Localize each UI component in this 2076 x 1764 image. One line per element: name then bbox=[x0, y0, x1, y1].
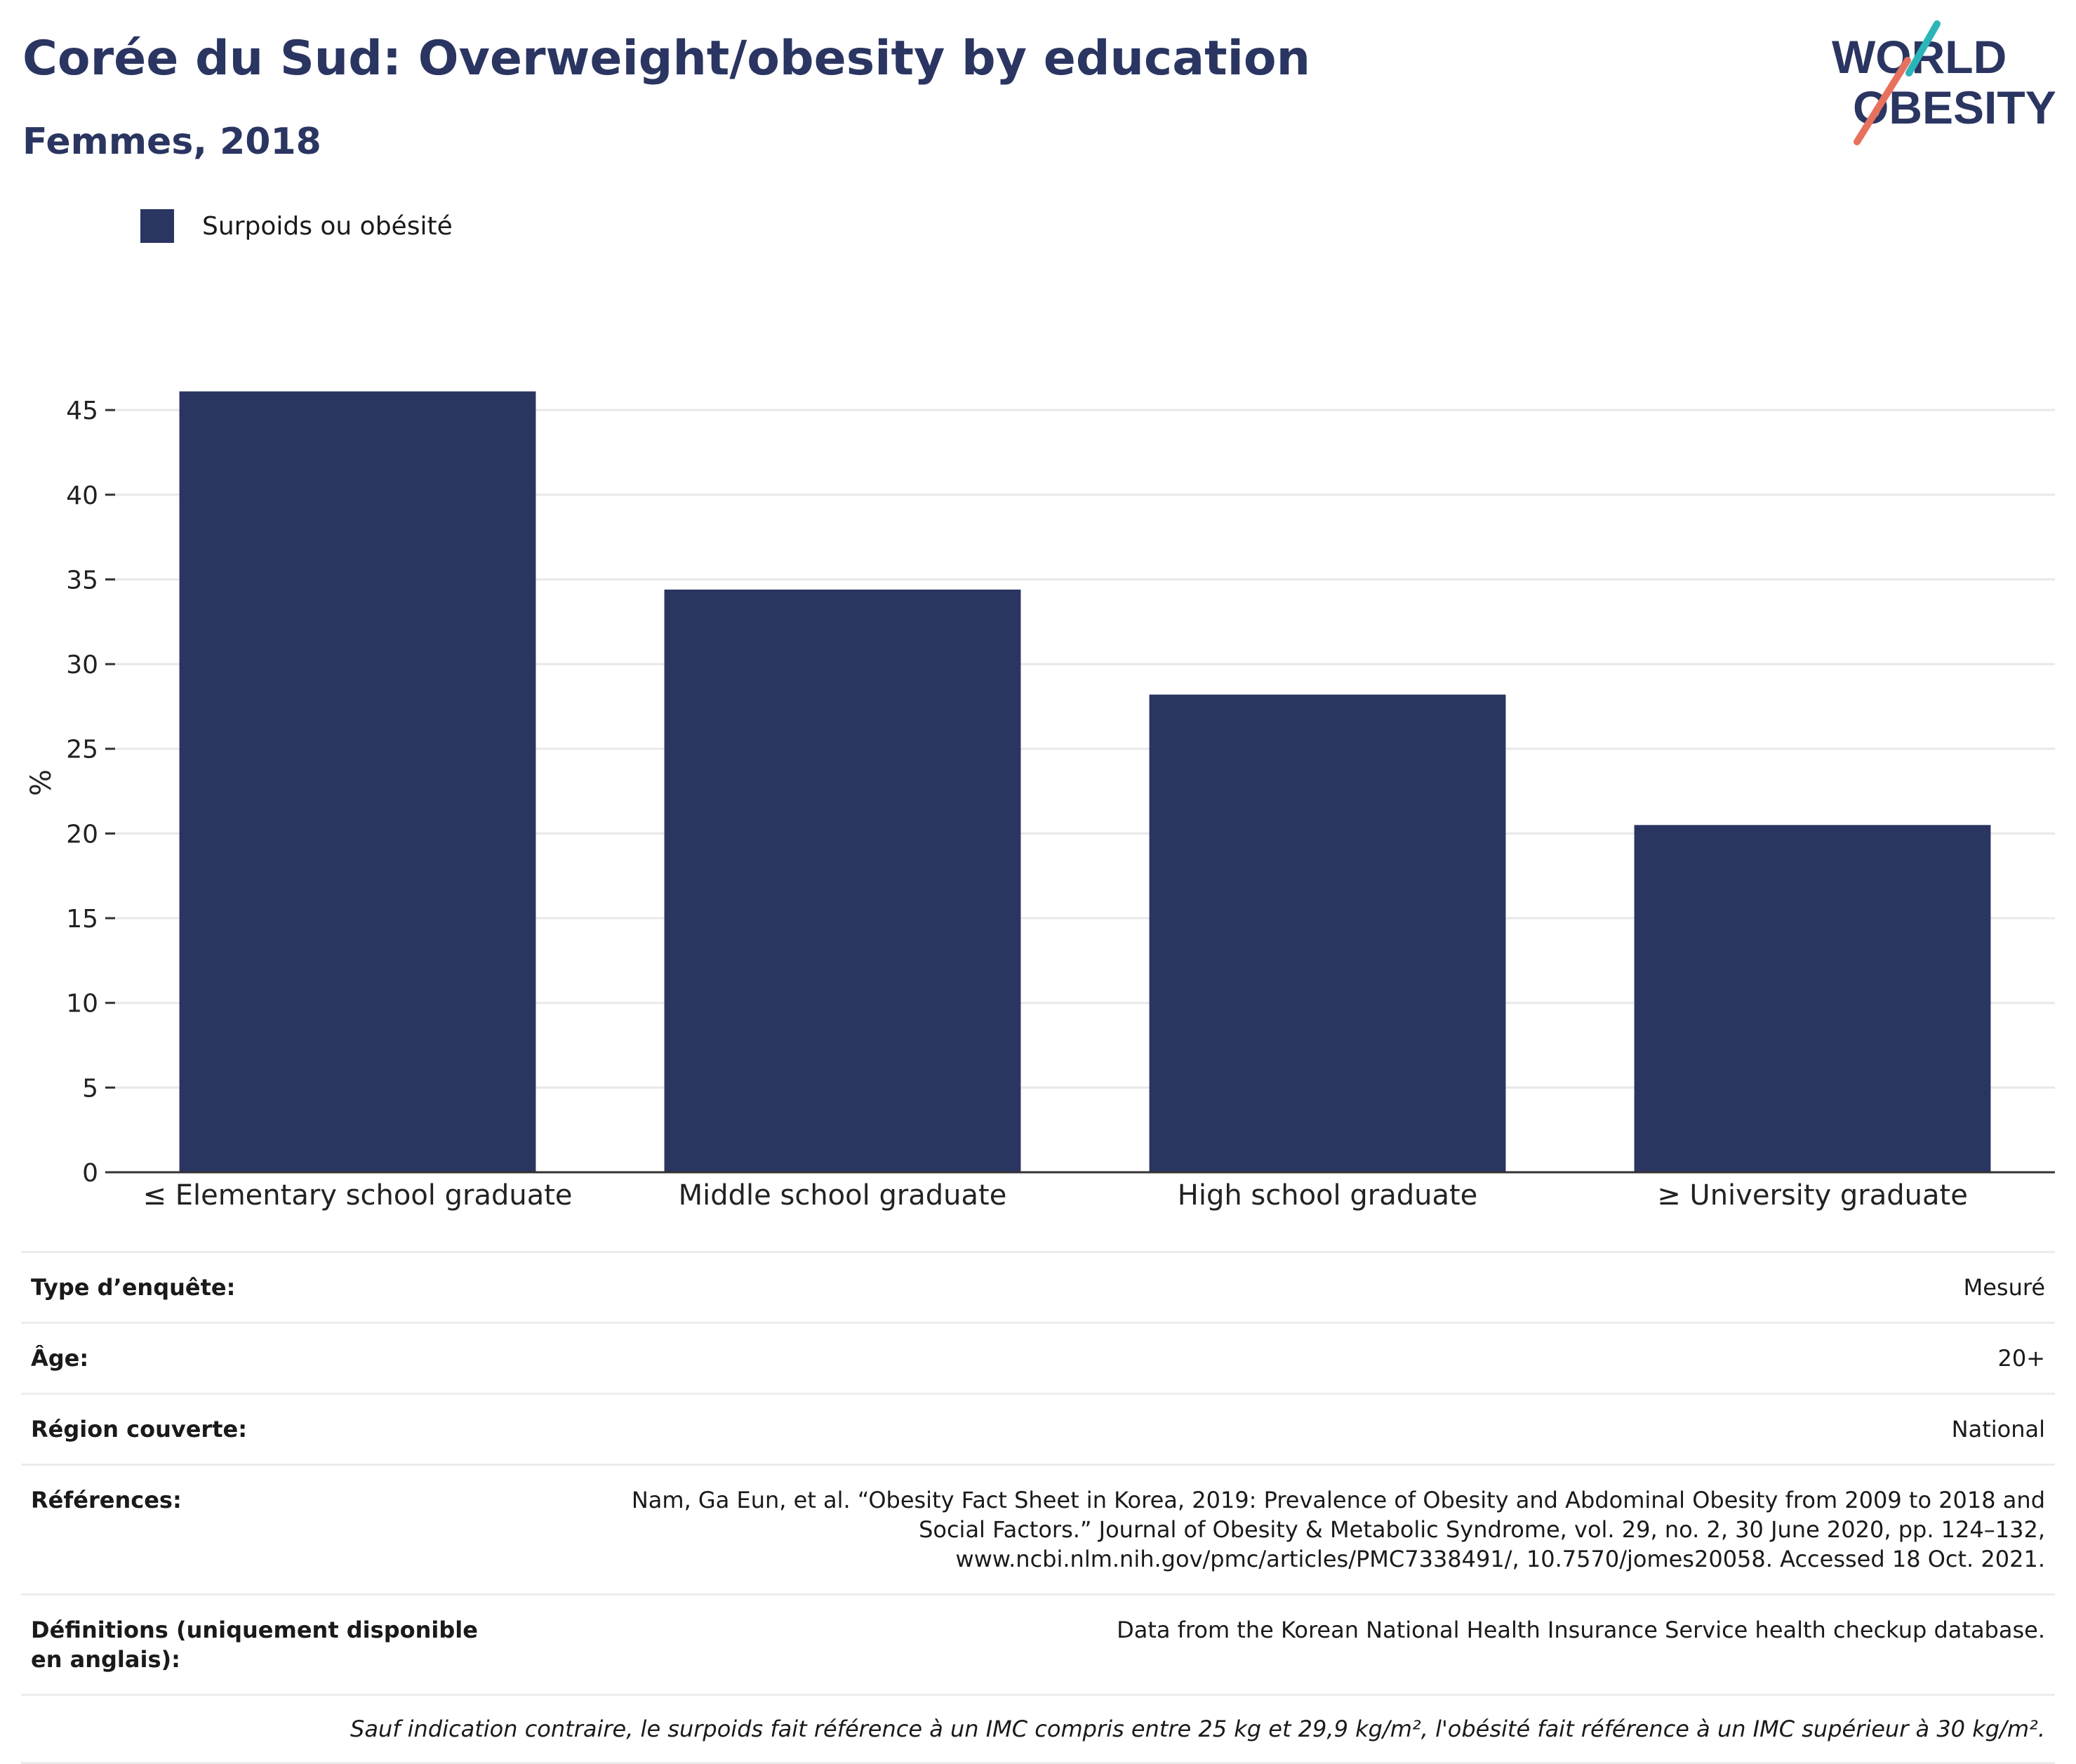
info-value: Nam, Ga Eun, et al. “Obesity Fact Sheet … bbox=[631, 1487, 2045, 1572]
info-row-region: Région couverte: National bbox=[21, 1393, 2055, 1464]
info-value: 20+ bbox=[1997, 1345, 2045, 1372]
info-row-definitions: Définitions (uniquement disponible en an… bbox=[21, 1593, 2055, 1694]
page-subtitle: Femmes, 2018 bbox=[22, 121, 321, 163]
y-tick-label: 45 bbox=[66, 397, 98, 425]
info-key: Région couverte: bbox=[31, 1416, 247, 1443]
info-table: Type d’enquête: Mesuré Âge: 20+ Région c… bbox=[21, 1251, 2055, 1764]
y-tick-label: 10 bbox=[66, 990, 98, 1019]
y-tick-label: 30 bbox=[66, 651, 98, 679]
y-tick-label: 5 bbox=[82, 1074, 98, 1103]
info-key: Âge: bbox=[31, 1345, 89, 1372]
y-tick-label: 25 bbox=[66, 736, 98, 764]
bar bbox=[1149, 694, 1506, 1172]
x-tick-label: ≥ University graduate bbox=[1657, 1179, 1968, 1212]
bar bbox=[664, 589, 1021, 1172]
x-tick-label: High school graduate bbox=[1178, 1179, 1478, 1212]
bar-chart: 0 5 10 15 20 25 30 35 40 45% ≤ Elementary school g… bbox=[25, 391, 2055, 1212]
world-obesity-logo: WORLD OBESITY bbox=[1832, 20, 2056, 145]
chart-legend: Surpoids ou obésité bbox=[140, 209, 453, 243]
y-tick-label: 35 bbox=[66, 566, 98, 595]
info-key: Définitions (uniquement disponible en an… bbox=[31, 1617, 478, 1673]
info-value: Mesuré bbox=[1963, 1274, 2045, 1301]
info-row-age: Âge: 20+ bbox=[21, 1322, 2055, 1393]
logo-line2: OBESITY bbox=[1853, 81, 2056, 133]
y-tick-label: 0 bbox=[82, 1159, 98, 1188]
x-tick-label: ≤ Elementary school graduate bbox=[142, 1179, 572, 1212]
y-tick-label: 40 bbox=[66, 482, 98, 510]
info-value: National bbox=[1951, 1416, 2045, 1443]
bar bbox=[1634, 825, 1991, 1172]
y-tick-label: 20 bbox=[66, 820, 98, 849]
y-tick-label: 15 bbox=[66, 905, 98, 934]
legend-swatch bbox=[140, 209, 174, 243]
y-axis-label: % bbox=[25, 769, 58, 796]
logo-slash-red bbox=[1854, 57, 1911, 145]
bar bbox=[179, 391, 536, 1173]
info-row-references: Références: Nam, Ga Eun, et al. “Obesity… bbox=[21, 1464, 2055, 1593]
legend-label: Surpoids ou obésité bbox=[202, 211, 453, 241]
page-title: Corée du Sud: Overweight/obesity by educ… bbox=[22, 31, 1311, 86]
logo-slash-teal bbox=[1905, 20, 1941, 77]
info-row-survey-type: Type d’enquête: Mesuré bbox=[21, 1251, 2055, 1322]
info-key: Type d’enquête: bbox=[31, 1274, 236, 1301]
x-tick-label: Middle school graduate bbox=[679, 1179, 1007, 1212]
info-value: Data from the Korean National Health Ins… bbox=[1117, 1617, 2045, 1643]
info-key: Références: bbox=[31, 1487, 182, 1513]
footnote: Sauf indication contraire, le surpoids f… bbox=[21, 1694, 2055, 1764]
